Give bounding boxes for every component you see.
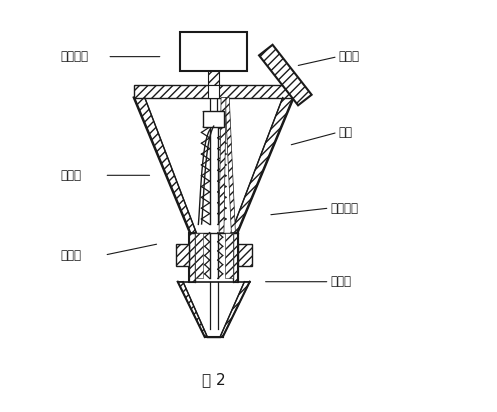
Polygon shape	[233, 233, 238, 282]
Polygon shape	[134, 98, 196, 233]
Polygon shape	[259, 45, 312, 105]
Polygon shape	[220, 282, 249, 337]
Text: 料斗: 料斗	[338, 126, 352, 139]
Bar	[208, 71, 220, 85]
Bar	[134, 85, 294, 98]
Polygon shape	[189, 233, 195, 282]
Polygon shape	[225, 98, 236, 233]
Polygon shape	[231, 98, 294, 233]
Text: 送料口: 送料口	[338, 50, 359, 63]
Text: 驱动装置: 驱动装置	[60, 50, 88, 63]
Polygon shape	[219, 98, 226, 233]
Polygon shape	[238, 244, 252, 266]
Text: 计量螺杆: 计量螺杆	[331, 201, 358, 215]
Text: 接料斗: 接料斗	[331, 275, 351, 288]
Bar	[208, 85, 220, 98]
Polygon shape	[178, 282, 207, 337]
Polygon shape	[225, 233, 233, 279]
Text: 图 2: 图 2	[202, 372, 226, 387]
Polygon shape	[195, 233, 203, 279]
Bar	[180, 32, 248, 71]
Text: 搅拌器: 搅拌器	[60, 169, 81, 182]
Bar	[203, 112, 224, 127]
Text: 计量管: 计量管	[60, 248, 81, 262]
Polygon shape	[175, 244, 189, 266]
